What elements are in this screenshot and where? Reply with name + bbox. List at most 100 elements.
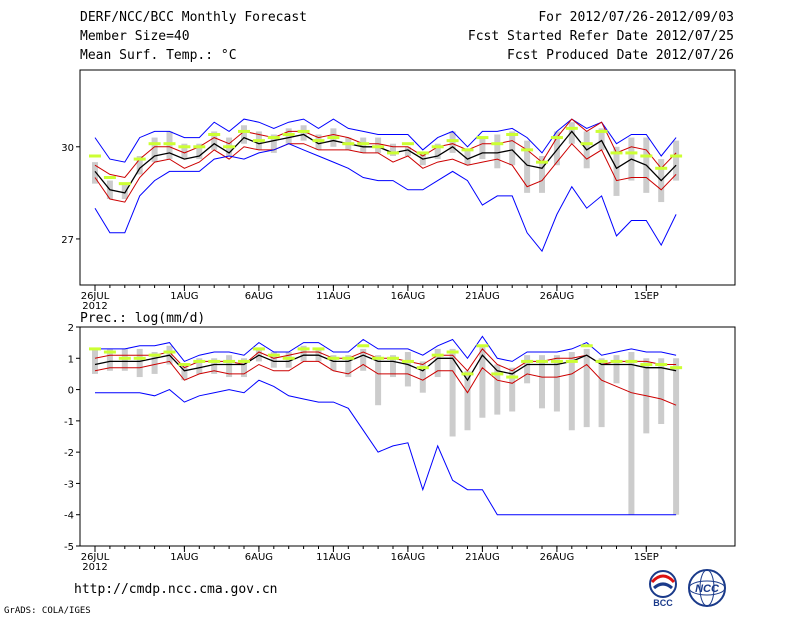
temp-median-day-36: [625, 151, 638, 155]
temp-box-day-21: [404, 146, 411, 156]
temp-xtick-label: 6AUG: [245, 291, 273, 302]
prec-box-day-4: [151, 352, 158, 374]
prec-median-day-39: [670, 366, 683, 370]
temp-box-day-2: [121, 183, 128, 199]
prec-box-day-8: [211, 358, 218, 374]
grads-credit: GrADS: COLA/IGES: [4, 606, 91, 616]
temp-box-day-32: [568, 122, 575, 144]
temp-median-day-29: [521, 148, 534, 152]
prec-median-day-9: [223, 359, 236, 363]
temp-median-day-10: [238, 129, 250, 133]
temp-median-day-24: [446, 139, 459, 143]
prec-median-day-23: [431, 353, 444, 357]
prec-ytick-label: 0: [68, 386, 74, 397]
prec-xtick-label: 2012: [82, 562, 107, 573]
prec-xtick-label: 11AUG: [316, 552, 351, 563]
temp-median-day-7: [193, 145, 206, 149]
temp-xtick-label: 1SEP: [634, 291, 659, 302]
temp-box-day-23: [434, 143, 441, 160]
prec-ytick-label: 1: [68, 354, 74, 365]
temp-box-day-4: [151, 137, 158, 163]
temp-series-min: [94, 143, 677, 253]
prec-box-day-6: [181, 364, 188, 381]
prec-median-day-7: [193, 359, 206, 363]
prec-box-day-20: [390, 355, 396, 378]
temp-median-day-37: [640, 154, 653, 158]
prec-box-day-16: [330, 355, 337, 371]
prec-median-day-34: [595, 359, 608, 363]
prec-series-mean: [94, 354, 677, 382]
temp-median-day-27: [491, 142, 504, 146]
prec-box-day-7: [196, 358, 203, 374]
temp-median-day-31: [550, 136, 563, 140]
temp-median-day-28: [506, 133, 519, 136]
prec-box-day-18: [360, 348, 367, 371]
prec-ytick-label: -5: [64, 542, 74, 553]
prec-median-day-36: [625, 359, 638, 363]
prec-box-day-29: [524, 355, 531, 384]
temp-median-day-33: [580, 142, 593, 146]
prec-box-day-0: [92, 348, 98, 374]
temp-ytick-label: 27: [61, 235, 74, 246]
prec-ytick-label: -3: [64, 479, 74, 490]
prec-median-day-3: [133, 356, 146, 360]
prec-median-day-28: [506, 375, 519, 379]
temp-box-day-39: [673, 140, 680, 181]
temp-ytick-label: 30: [61, 143, 74, 154]
temp-median-day-32: [565, 126, 578, 130]
temp-xtick-label: 2012: [82, 301, 107, 312]
prec-median-day-1: [103, 350, 116, 354]
prec-box-day-36: [628, 352, 635, 515]
prec-series-upper: [94, 348, 677, 372]
temp-box-day-8: [211, 131, 218, 150]
temp-box-day-5: [166, 131, 173, 160]
temp-series-mean: [94, 130, 677, 194]
prec-median-day-38: [655, 363, 668, 367]
prec-median-day-11: [252, 347, 265, 351]
prec-median-day-32: [565, 359, 578, 363]
temp-box-day-15: [315, 134, 322, 150]
prec-median-day-19: [372, 356, 385, 360]
temp-xtick-label: 26JUL: [81, 291, 110, 302]
prec-median-day-37: [640, 363, 653, 367]
temp-box-day-7: [196, 143, 203, 160]
temp-box-day-30: [539, 156, 545, 193]
temp-median-day-4: [148, 142, 161, 146]
prec-median-day-31: [550, 359, 563, 363]
temp-series-lower: [94, 142, 677, 203]
prec-median-day-29: [521, 359, 534, 363]
prec-box-day-2: [121, 348, 128, 371]
prec-box-day-21: [404, 352, 411, 387]
prec-median-day-4: [148, 353, 161, 357]
temp-xtick-label: 16AUG: [391, 291, 426, 302]
temp-median-day-9: [223, 145, 236, 149]
temp-xtick-label: 26AUG: [540, 291, 575, 302]
temp-median-day-34: [595, 129, 608, 133]
temp-median-day-20: [387, 151, 399, 155]
temp-xtick-label: 11AUG: [316, 291, 351, 302]
prec-box-day-12: [270, 352, 277, 368]
prec-box-day-14: [300, 345, 307, 362]
temp-median-day-25: [461, 148, 474, 152]
prec-series-min: [95, 379, 677, 516]
prec-panel-title: Prec.: log(mm/d): [80, 311, 205, 326]
prec-median-day-30: [536, 359, 548, 363]
temp-box-day-34: [598, 128, 605, 150]
prec-ytick-label: -2: [64, 448, 74, 459]
footer-url[interactable]: http://cmdp.ncc.cma.gov.cn: [74, 582, 278, 597]
prec-median-day-5: [163, 350, 176, 354]
ncc-logo: NCC: [688, 569, 726, 607]
prec-median-day-18: [357, 344, 370, 348]
prec-box-day-9: [226, 355, 233, 378]
temp-box-day-3: [136, 156, 143, 175]
temp-box-day-10: [241, 125, 247, 144]
prec-box-day-31: [553, 355, 560, 412]
prec-xtick-label: 26JUL: [81, 552, 110, 563]
prec-median-day-0: [89, 347, 101, 351]
temp-median-day-18: [357, 142, 370, 146]
prec-box-day-35: [613, 355, 620, 384]
header-right-line-2: Fcst Started Refer Date 2012/07/25: [467, 29, 734, 44]
bcc-logo: BCC: [649, 570, 677, 608]
temp-median-day-2: [118, 182, 131, 186]
